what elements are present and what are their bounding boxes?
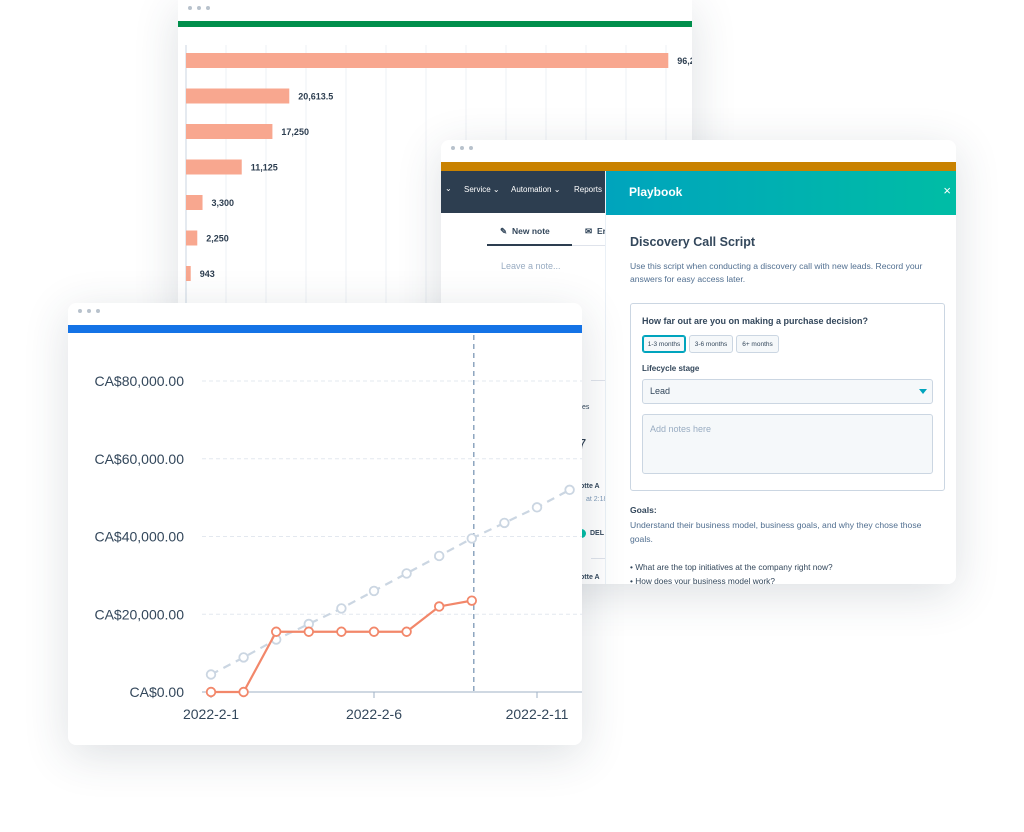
data-label: 3,300: [212, 198, 235, 208]
tab-new-note[interactable]: ✎ New note: [487, 217, 572, 246]
nav-item-automation[interactable]: Automation ⌄: [511, 185, 561, 194]
option-1-3-months[interactable]: 1-3 months: [642, 335, 686, 353]
bar: [186, 124, 273, 139]
data-label: 17,250: [281, 127, 309, 137]
count-fragment: 7: [578, 436, 587, 453]
x-tick-label: 2022-2-1: [183, 706, 239, 722]
data-point: [531, 502, 543, 513]
y-tick-label: CA$40,000.00: [94, 529, 184, 545]
data-point: [238, 686, 249, 698]
window-controls: [451, 146, 473, 150]
data-point: [401, 568, 412, 579]
script-description: Use this script when conducting a discov…: [630, 261, 923, 284]
bar: [186, 230, 198, 246]
data-point: [368, 585, 380, 597]
tab-fragment: tes: [580, 404, 590, 411]
lifecycle-stage-select[interactable]: Lead: [642, 379, 933, 404]
data-point: [401, 626, 412, 637]
pencil-icon: ✎: [500, 226, 508, 236]
email-icon[interactable]: ✉: [585, 226, 593, 236]
data-point: [205, 669, 217, 680]
window-controls: [78, 309, 100, 313]
chevron-down-icon[interactable]: ⌄: [445, 184, 452, 193]
timestamp-fragment: at 2:18: [586, 496, 608, 503]
option-3-6-months[interactable]: 3-6 months: [689, 335, 733, 353]
contact-name-fragment: otte A: [580, 483, 600, 490]
line-chart-window: CA$0.00 CA$20,000.00 CA$40,000.00 CA$60,000…: [68, 303, 582, 745]
series-line: [211, 599, 472, 694]
data-label: 943: [200, 269, 215, 279]
data-label: 20,613.5: [298, 92, 333, 102]
tab-email-label[interactable]: Er: [597, 226, 606, 236]
playbook-header-title: Playbook: [629, 185, 683, 199]
data-point: [238, 652, 249, 663]
data-point: [336, 603, 347, 614]
y-tick-label: CA$0.00: [130, 684, 185, 700]
bullet-item: • What are the top initiatives at the co…: [630, 562, 833, 572]
script-title: Discovery Call Script: [630, 235, 756, 249]
goals-label: Goals:: [630, 505, 657, 515]
data-point: [270, 626, 282, 637]
data-label: 96,266: [677, 56, 692, 66]
playbook-header: Playbook ×: [606, 171, 956, 215]
window-accent-bar: [178, 21, 692, 27]
tab-new-note-label: New note: [512, 226, 550, 236]
data-label: 2,250: [206, 234, 229, 244]
data-point: [303, 626, 315, 637]
bar: [186, 195, 203, 210]
activity-tabs: ✎ New note ✉ Er: [487, 217, 607, 246]
top-navigation: ⌄ Service ⌄ Automation ⌄ Reports: [441, 171, 605, 213]
goals-text: Understand their business model, busines…: [630, 520, 922, 544]
notes-textarea[interactable]: Add notes here: [642, 414, 933, 474]
nav-item-service[interactable]: Service ⌄: [464, 185, 500, 194]
lifecycle-stage-label: Lifecycle stage: [642, 364, 700, 373]
window-accent-bar: [441, 162, 956, 171]
data-point: [564, 484, 575, 496]
data-point: [336, 626, 347, 637]
bar: [186, 159, 242, 175]
series-line: [210, 488, 571, 676]
x-tick-label: 2022-2-6: [346, 706, 402, 722]
bar: [186, 53, 669, 68]
data-point: [499, 517, 510, 529]
dropdown-caret-icon: [919, 389, 927, 394]
contact-name-fragment: otte A: [580, 574, 600, 581]
data-point: [434, 550, 445, 562]
close-icon[interactable]: ×: [943, 183, 951, 198]
bar: [186, 266, 191, 281]
nav-item-reports[interactable]: Reports: [574, 185, 603, 194]
window-controls: [188, 6, 210, 10]
y-tick-label: CA$20,000.00: [94, 606, 184, 622]
option-6-plus-months[interactable]: 6+ months: [736, 335, 779, 353]
deal-fragment: DEL: [590, 530, 604, 537]
data-point: [368, 626, 380, 637]
window-accent-bar: [68, 325, 582, 333]
divider: [591, 558, 605, 559]
bar: [186, 88, 290, 104]
data-point: [466, 595, 478, 606]
question-card: How far out are you on making a purchase…: [630, 303, 945, 491]
bullet-item: • How does your business model work?: [630, 576, 775, 584]
data-label: 11,125: [251, 163, 278, 173]
line-chart: CA$0.00 CA$20,000.00 CA$40,000.00 CA$60,000…: [94, 335, 582, 722]
y-tick-label: CA$80,000.00: [94, 373, 184, 389]
note-input[interactable]: Leave a note...: [501, 261, 561, 271]
data-point: [205, 686, 217, 698]
x-tick-label: 2022-2-11: [506, 706, 569, 722]
lifecycle-stage-value: Lead: [650, 386, 671, 396]
y-tick-label: CA$60,000.00: [94, 451, 184, 467]
notes-placeholder: Add notes here: [650, 424, 712, 434]
divider: [591, 380, 605, 381]
data-point: [434, 601, 445, 612]
playbook-panel: Playbook × Discovery Call Script Use thi…: [605, 171, 956, 584]
question-label: How far out are you on making a purchase…: [642, 316, 869, 326]
data-point: [466, 533, 478, 544]
